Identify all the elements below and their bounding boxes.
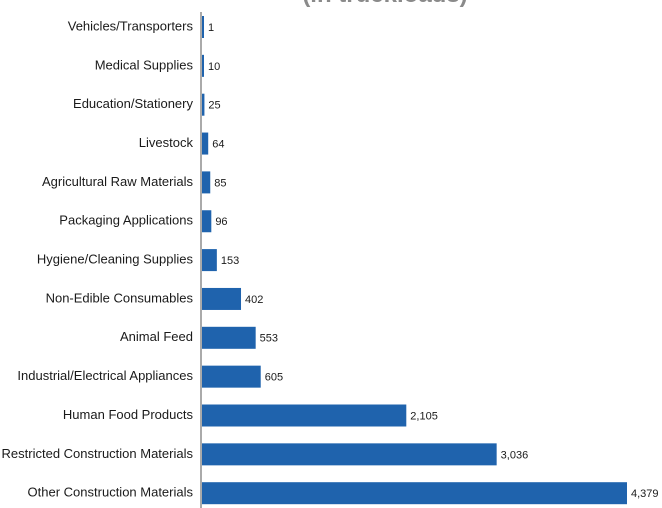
category-label: Non-Edible Consumables [46, 290, 194, 305]
value-label: 402 [245, 294, 263, 306]
category-label: Packaging Applications [59, 213, 193, 228]
chart-title: (in truckloads) [302, 0, 467, 8]
value-label: 153 [221, 255, 239, 267]
bar [202, 132, 209, 155]
category-label: Human Food Products [63, 407, 194, 422]
category-label: Other Construction Materials [28, 485, 194, 500]
bar [202, 93, 205, 116]
category-label: Industrial/Electrical Appliances [17, 368, 193, 383]
value-label: 10 [208, 61, 220, 73]
bar [202, 171, 211, 194]
category-label: Agricultural Raw Materials [42, 174, 193, 189]
category-label: Medical Supplies [95, 57, 194, 72]
value-label: 553 [260, 333, 278, 345]
category-label: Vehicles/Transporters [68, 18, 194, 33]
category-label: Restricted Construction Materials [2, 446, 194, 461]
bar [202, 54, 204, 77]
bar [202, 365, 261, 388]
value-label: 64 [212, 138, 224, 150]
value-label: 96 [215, 216, 227, 228]
bar [202, 210, 212, 233]
bar [202, 287, 242, 310]
category-label: Hygiene/Cleaning Supplies [37, 252, 194, 267]
bar [202, 482, 627, 505]
bar [202, 16, 204, 38]
bar [202, 249, 217, 272]
value-label: 3,036 [501, 449, 529, 461]
category-label: Livestock [139, 135, 194, 150]
category-label: Education/Stationery [73, 96, 193, 111]
category-label: Animal Feed [120, 329, 193, 344]
value-label: 2,105 [410, 410, 438, 422]
bar [202, 443, 497, 466]
value-label: 85 [214, 177, 226, 189]
value-label: 605 [265, 372, 283, 384]
value-label: 1 [208, 22, 214, 34]
bar [202, 404, 407, 427]
bars-layer: Vehicles/Transporters 1 Medical Supplies 10… [2, 16, 659, 505]
bar [202, 326, 256, 349]
value-label: 25 [208, 100, 220, 112]
value-label: 4,379 [631, 488, 659, 500]
